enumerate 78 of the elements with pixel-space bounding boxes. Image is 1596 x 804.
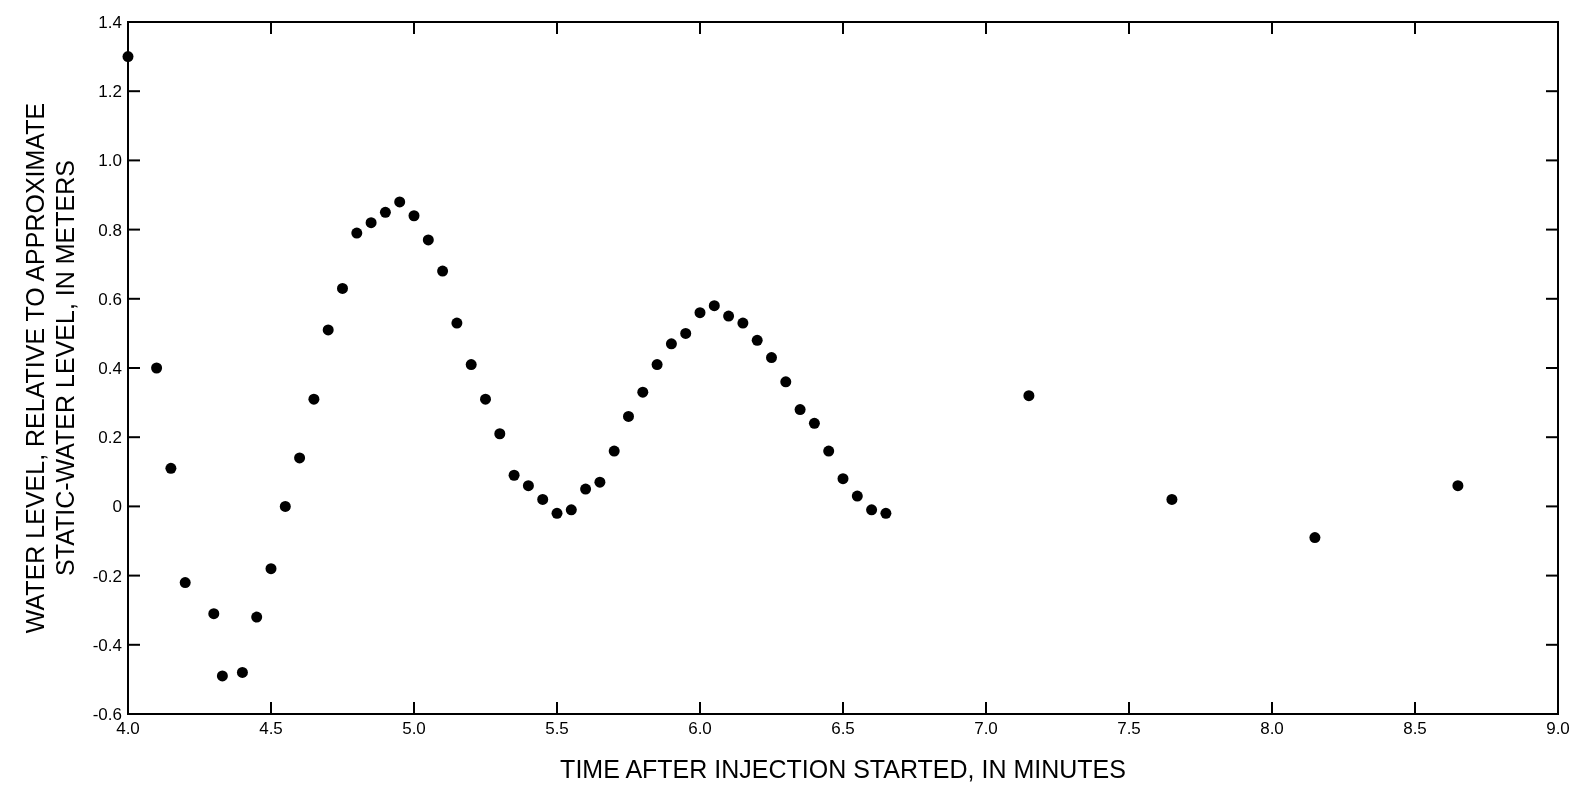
point	[794, 404, 806, 416]
point	[379, 206, 391, 218]
point	[308, 393, 320, 405]
point	[751, 334, 763, 346]
point	[708, 300, 720, 312]
point	[322, 324, 334, 336]
point	[236, 666, 248, 678]
y-tick-label: 0.8	[98, 220, 122, 240]
x-tick-label: 7.0	[974, 719, 998, 738]
point	[451, 317, 463, 329]
point	[1309, 532, 1321, 544]
x-tick-label: 6.0	[688, 719, 712, 738]
x-tick-label: 7.5	[1117, 719, 1141, 738]
point	[165, 462, 177, 474]
y-tick-label: 0.4	[98, 358, 122, 378]
point	[122, 51, 134, 63]
point	[151, 362, 163, 374]
point	[808, 417, 820, 429]
point	[723, 310, 735, 322]
point	[694, 307, 706, 319]
x-tick-label: 4.5	[259, 719, 283, 738]
point	[351, 227, 363, 239]
y-tick-label: 0.2	[98, 428, 122, 448]
point	[465, 359, 477, 371]
point	[537, 493, 549, 505]
point	[623, 410, 634, 422]
point	[394, 196, 406, 208]
y-tick-label: 0	[112, 497, 122, 517]
point	[866, 504, 878, 516]
point	[522, 480, 534, 492]
point	[179, 577, 191, 589]
point	[780, 376, 792, 388]
point	[251, 611, 263, 623]
point	[437, 265, 449, 277]
y-tick-label: 0.6	[98, 289, 122, 309]
point	[665, 338, 677, 350]
x-tick-label: 9.0	[1546, 719, 1570, 738]
x-tick-label: 6.5	[831, 719, 855, 738]
point	[1166, 493, 1178, 505]
point	[1023, 390, 1035, 402]
y-tick-label: 1.2	[98, 82, 122, 102]
point	[837, 473, 849, 485]
point	[365, 217, 377, 229]
point	[637, 386, 649, 398]
y-tick-label: -0.2	[92, 566, 122, 586]
point	[823, 445, 835, 457]
point	[680, 327, 692, 339]
point	[551, 507, 563, 519]
point	[408, 210, 420, 222]
point	[608, 445, 620, 457]
x-tick-label: 5.5	[545, 719, 569, 738]
y-axis-title: WATER LEVEL, RELATIVE TO APPROXIMATE STATIC-WATER LEVEL, IN METERS	[21, 102, 79, 634]
y-tick-label: 1.0	[98, 151, 122, 171]
point	[422, 234, 434, 246]
point	[208, 608, 220, 620]
point	[580, 483, 592, 495]
x-tick-label: 8.5	[1403, 719, 1427, 738]
point	[480, 393, 491, 405]
point	[651, 359, 663, 371]
point	[851, 490, 863, 502]
y-tick-label: -0.4	[92, 635, 122, 655]
x-tick-label: 8.0	[1260, 719, 1284, 738]
point	[216, 670, 228, 682]
y-tick-label: 1.4	[98, 12, 122, 32]
point	[494, 428, 506, 440]
point	[766, 352, 777, 364]
point	[565, 504, 577, 516]
point	[279, 500, 291, 512]
point	[508, 469, 520, 481]
x-axis-title: TIME AFTER INJECTION STARTED, IN MINUTES	[560, 755, 1126, 783]
point	[737, 317, 749, 329]
x-tick-label: 5.0	[402, 719, 426, 738]
point	[880, 507, 892, 519]
point	[1452, 480, 1464, 492]
point	[337, 282, 348, 294]
point	[594, 476, 606, 488]
point	[294, 452, 306, 464]
point	[265, 563, 277, 575]
